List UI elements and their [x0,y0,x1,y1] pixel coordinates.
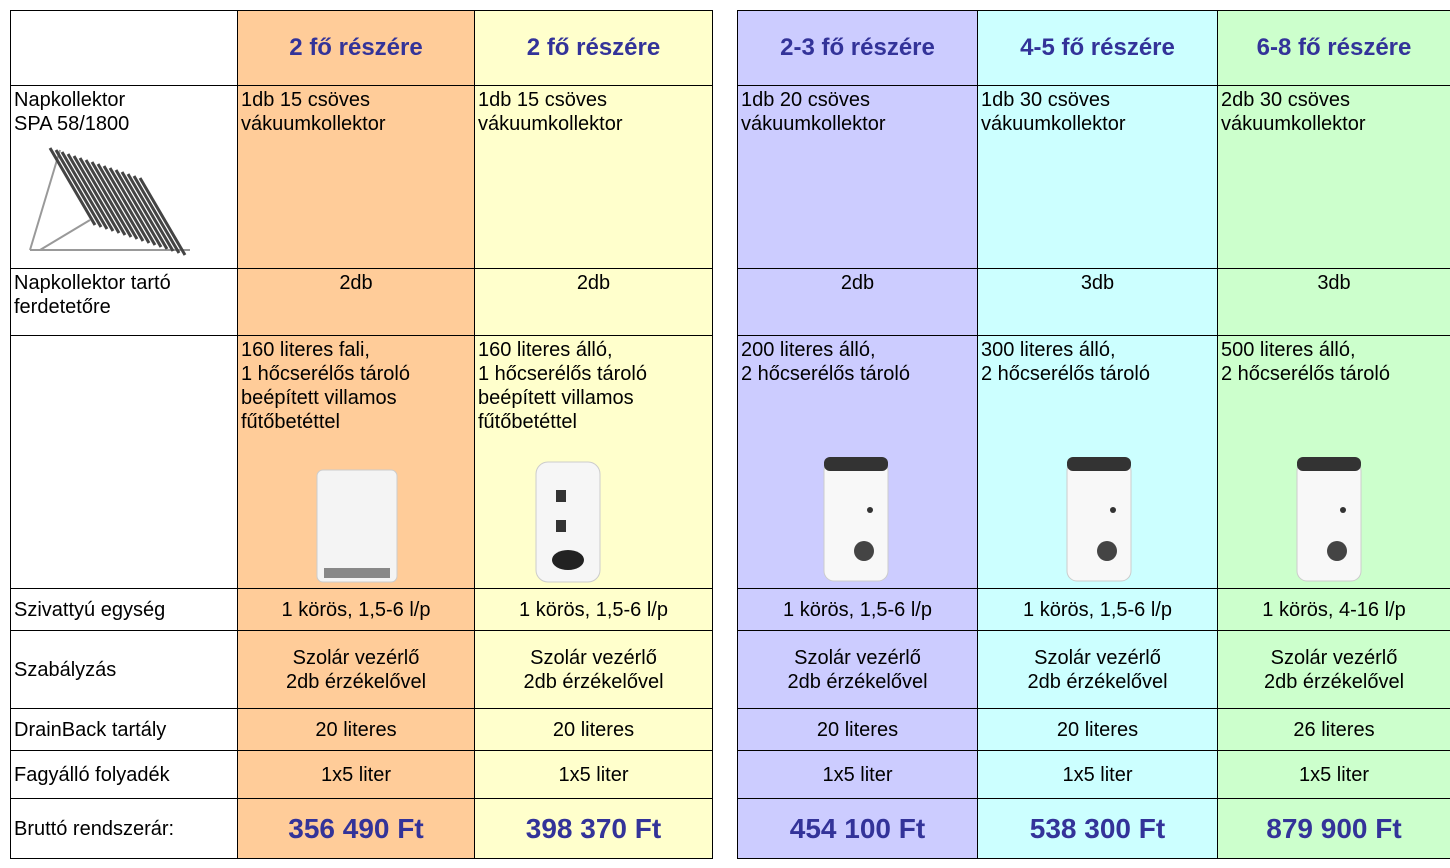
boiler-image [1066,457,1132,582]
boiler-image [535,461,601,583]
boiler-image [1296,457,1362,582]
table-cell: 20 literes [237,708,475,751]
table-cell: Szolár vezérlő 2db érzékelővel [1217,630,1450,709]
table-cell: 538 300 Ft [977,798,1218,859]
boiler-image [316,469,398,583]
column-header: 2 fő részére [237,10,475,86]
table-cell: 1x5 liter [737,750,978,799]
table-cell: 1db 15 csöves vákuumkollektor [237,85,475,269]
table-cell: Szolár vezérlő 2db érzékelővel [977,630,1218,709]
table-cell: 1x5 liter [977,750,1218,799]
table-cell: 1 körös, 1,5-6 l/p [237,588,475,631]
table-cell: Szolár vezérlő 2db érzékelővel [737,630,978,709]
row-label: Szivattyú egység [10,588,238,631]
table-cell: 398 370 Ft [474,798,713,859]
row-label: Napkollektor tartó ferdetetőre [10,268,238,336]
table-cell: 3db [977,268,1218,336]
table-cell: 20 literes [474,708,713,751]
row-label: Napkollektor SPA 58/1800 [10,85,238,269]
table-cell: 26 literes [1217,708,1450,751]
table-cell: 20 literes [737,708,978,751]
column-header: 4-5 fő részére [977,10,1218,86]
table-cell: 1db 15 csöves vákuumkollektor [474,85,713,269]
table-cell: 2db [237,268,475,336]
table-cell: 160 literes álló, 1 hőcserélős tároló be… [474,335,713,589]
table-cell: 1db 20 csöves vákuumkollektor [737,85,978,269]
column-header: 6-8 fő részére [1217,10,1450,86]
table-cell: 1 körös, 4-16 l/p [1217,588,1450,631]
table-cell: 356 490 Ft [237,798,475,859]
table-cell: 1 körös, 1,5-6 l/p [737,588,978,631]
table-cell: 3db [1217,268,1450,336]
corner-cell [10,10,238,86]
row-label [10,335,238,589]
table-cell: Szolár vezérlő 2db érzékelővel [237,630,475,709]
table-cell: 1x5 liter [474,750,713,799]
boiler-image [823,457,889,582]
table-cell: 1 körös, 1,5-6 l/p [474,588,713,631]
table-cell: 2db [737,268,978,336]
table-cell: 2db 30 csöves vákuumkollektor [1217,85,1450,269]
table-cell: 2db [474,268,713,336]
row-label: Bruttó rendszerár: [10,798,238,859]
table-cell: 20 literes [977,708,1218,751]
collector-image [29,147,190,256]
table-cell: 454 100 Ft [737,798,978,859]
table-cell: 1x5 liter [237,750,475,799]
row-label: Szabályzás [10,630,238,709]
table-cell: Szolár vezérlő 2db érzékelővel [474,630,713,709]
table-cell: 1db 30 csöves vákuumkollektor [977,85,1218,269]
table-cell: 1x5 liter [1217,750,1450,799]
column-header: 2-3 fő részére [737,10,978,86]
column-header: 2 fő részére [474,10,713,86]
table-cell: 879 900 Ft [1217,798,1450,859]
table-cell: 1 körös, 1,5-6 l/p [977,588,1218,631]
row-label: DrainBack tartály [10,708,238,751]
row-label: Fagyálló folyadék [10,750,238,799]
